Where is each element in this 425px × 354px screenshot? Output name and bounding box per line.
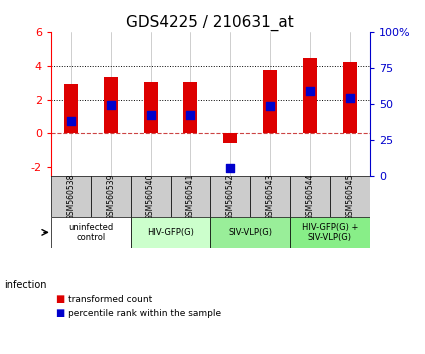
FancyBboxPatch shape xyxy=(290,217,370,248)
Text: percentile rank within the sample: percentile rank within the sample xyxy=(68,309,221,318)
Text: GSM560538: GSM560538 xyxy=(66,173,75,219)
Text: GSM560542: GSM560542 xyxy=(226,173,235,219)
Text: GSM560544: GSM560544 xyxy=(306,173,314,219)
Point xyxy=(267,103,274,108)
FancyBboxPatch shape xyxy=(290,176,330,217)
Text: ■: ■ xyxy=(55,308,65,318)
Point xyxy=(68,118,74,124)
Point xyxy=(108,102,114,108)
Text: SIV-VLP(G): SIV-VLP(G) xyxy=(228,228,272,237)
Text: HIV-GFP(G) +
SIV-VLP(G): HIV-GFP(G) + SIV-VLP(G) xyxy=(302,223,358,242)
Point xyxy=(147,112,154,118)
Text: GSM560539: GSM560539 xyxy=(106,173,115,219)
Bar xyxy=(263,70,277,133)
Text: infection: infection xyxy=(4,280,47,290)
Text: GSM560541: GSM560541 xyxy=(186,173,195,219)
Text: HIV-GFP(G): HIV-GFP(G) xyxy=(147,228,194,237)
Point xyxy=(306,88,313,94)
Point xyxy=(227,165,234,171)
Text: GSM560540: GSM560540 xyxy=(146,173,155,219)
Bar xyxy=(144,82,158,133)
FancyBboxPatch shape xyxy=(210,217,290,248)
FancyBboxPatch shape xyxy=(170,176,210,217)
Text: transformed count: transformed count xyxy=(68,295,152,304)
Text: ■: ■ xyxy=(55,294,65,304)
FancyBboxPatch shape xyxy=(131,217,210,248)
Bar xyxy=(104,77,118,133)
FancyBboxPatch shape xyxy=(210,176,250,217)
Bar xyxy=(343,62,357,133)
Bar xyxy=(303,58,317,133)
Bar xyxy=(184,82,198,133)
Title: GDS4225 / 210631_at: GDS4225 / 210631_at xyxy=(127,14,294,30)
Bar xyxy=(223,133,237,143)
Text: GSM560543: GSM560543 xyxy=(266,173,275,219)
FancyBboxPatch shape xyxy=(51,217,131,248)
Point xyxy=(187,112,194,118)
FancyBboxPatch shape xyxy=(131,176,170,217)
FancyBboxPatch shape xyxy=(91,176,131,217)
FancyBboxPatch shape xyxy=(51,176,91,217)
Point xyxy=(346,95,353,101)
FancyBboxPatch shape xyxy=(250,176,290,217)
Bar xyxy=(64,84,78,133)
FancyBboxPatch shape xyxy=(330,176,370,217)
Text: uninfected
control: uninfected control xyxy=(68,223,113,242)
Text: GSM560545: GSM560545 xyxy=(346,173,354,219)
